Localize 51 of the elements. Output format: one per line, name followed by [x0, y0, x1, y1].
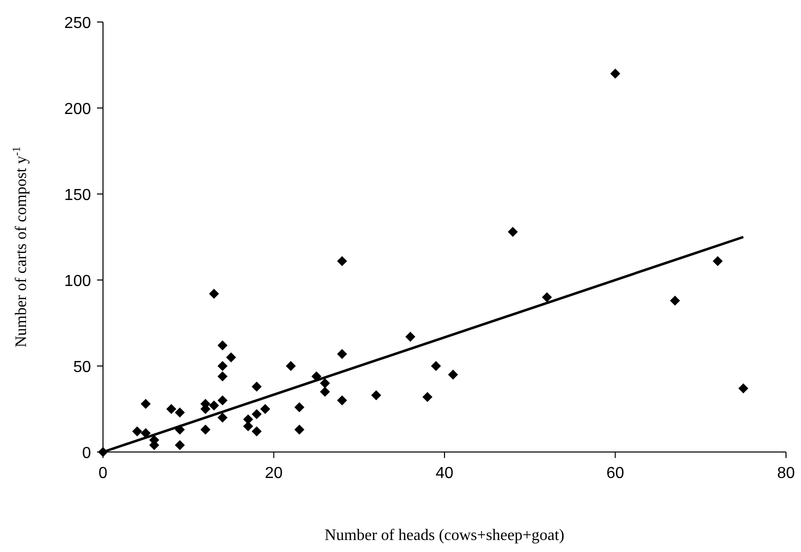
point: [252, 382, 262, 392]
point: [337, 348, 348, 359]
point: [132, 426, 142, 436]
point: [218, 395, 228, 406]
x-tick-label: 60: [606, 465, 624, 482]
point: [200, 424, 210, 435]
point: [508, 226, 518, 237]
x-tick-label: 40: [436, 465, 454, 482]
point: [252, 409, 262, 420]
point: [226, 352, 236, 362]
point: [448, 370, 458, 380]
point: [405, 332, 416, 342]
point: [670, 296, 680, 306]
point: [218, 340, 228, 350]
point: [252, 426, 262, 436]
y-tick-label: 100: [64, 273, 92, 290]
x-tick-label: 0: [98, 465, 108, 482]
point: [337, 395, 348, 406]
point: [260, 404, 270, 414]
point: [166, 404, 176, 414]
point: [286, 361, 296, 371]
point: [218, 361, 228, 371]
point: [140, 398, 151, 409]
point: [208, 288, 219, 299]
point: [337, 256, 348, 266]
point: [174, 440, 185, 450]
x-axis-title: Number of heads (cows+sheep+goat): [324, 527, 564, 544]
point: [542, 292, 552, 302]
y-tick-label: 0: [82, 445, 92, 462]
point: [712, 256, 723, 266]
point: [174, 407, 185, 418]
point: [320, 378, 330, 388]
y-tick-label: 150: [64, 187, 92, 204]
point: [320, 386, 330, 397]
x-tick-label: 20: [264, 465, 283, 482]
y-tick-label: 200: [64, 101, 92, 118]
point: [294, 402, 304, 412]
y-tick-label: 250: [64, 15, 92, 32]
point: [422, 392, 432, 402]
point: [243, 414, 254, 424]
point: [218, 412, 228, 423]
point: [738, 383, 748, 394]
point: [208, 400, 219, 411]
x-tick-label: 80: [777, 465, 795, 482]
point: [218, 371, 228, 382]
y-tick-label: 50: [73, 359, 92, 376]
point: [140, 428, 151, 438]
point: [294, 424, 304, 435]
point: [610, 68, 620, 79]
point: [371, 390, 382, 400]
point: [430, 361, 441, 371]
